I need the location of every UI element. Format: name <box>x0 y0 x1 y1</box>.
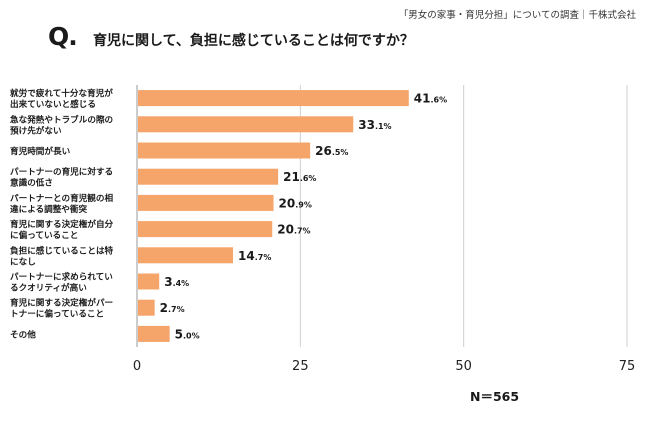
category-label-line: るクオリティが高い <box>10 282 87 294</box>
value-label: 26.5% <box>315 144 348 158</box>
bar <box>138 142 311 159</box>
bar <box>138 116 354 133</box>
value-label: 14.7% <box>238 249 271 263</box>
value-label-integer: 20 <box>277 223 294 237</box>
value-label-decimal: .4% <box>173 279 190 288</box>
category-label-line: パートナーとの育児観の相 <box>10 192 113 204</box>
value-label-decimal: .6% <box>430 96 447 105</box>
category-label-line: になし <box>10 256 36 267</box>
category-label: 急な発熱やトラブルの際の預け先がない <box>10 113 113 136</box>
category-label: パートナーに求められているクオリティが高い <box>10 271 113 294</box>
bar <box>138 299 155 316</box>
category-label-line: 育児時間が長い <box>10 145 71 157</box>
category-label: 育児時間が長い <box>10 145 71 157</box>
category-label-line: パートナーに求められてい <box>10 271 113 283</box>
bar <box>138 325 170 342</box>
category-label: 育児に関する決定権が自分に偏っていること <box>10 218 114 241</box>
category-label-line: 急な発熱やトラブルの際の <box>10 113 113 125</box>
category-label: 就労で疲れて十分な育児が出来ていないと感じる <box>10 87 113 110</box>
value-label-decimal: .1% <box>375 122 392 131</box>
value-label-decimal: .7% <box>168 305 185 314</box>
value-label: 21.6% <box>283 170 316 184</box>
bar <box>138 273 160 290</box>
category-label-line: 負担に感じていることは特 <box>10 244 114 256</box>
category-label-line: 就労で疲れて十分な育児が <box>10 87 113 99</box>
value-label-integer: 21 <box>283 170 300 184</box>
value-label-decimal: .7% <box>255 253 272 262</box>
value-label: 2.7% <box>160 301 185 315</box>
value-label-integer: 26 <box>315 144 332 158</box>
value-label-decimal: .7% <box>294 227 311 236</box>
category-label: パートナーの育児に対する意識の低さ <box>10 166 113 189</box>
value-label-integer: 33 <box>358 118 375 132</box>
x-tick-label: 50 <box>455 359 472 374</box>
category-label: その他 <box>10 328 36 340</box>
value-label-integer: 20 <box>279 196 296 210</box>
category-label-line: 違による調整や衝突 <box>10 203 87 215</box>
category-label: パートナーとの育児観の相違による調整や衝突 <box>10 192 113 215</box>
value-label: 33.1% <box>358 118 391 132</box>
value-label-integer: 14 <box>238 249 255 263</box>
category-label-line: 預け先がない <box>10 124 62 136</box>
value-label-decimal: .5% <box>332 148 349 157</box>
category-label-line: パートナーの育児に対する <box>10 166 113 178</box>
x-tick-label: 75 <box>619 359 636 374</box>
value-label-decimal: .9% <box>295 200 312 209</box>
value-label: 20.9% <box>279 196 312 210</box>
bar <box>138 168 279 185</box>
value-label: 3.4% <box>164 275 189 289</box>
category-label-line: その他 <box>10 328 36 340</box>
value-label: 41.6% <box>414 92 447 106</box>
category-label-line: 育児に関する決定権が自分 <box>10 218 114 230</box>
source-note: 「男女の家事・育児分担」についての調査｜千株式会社 <box>398 10 636 21</box>
category-label-line: トナーに偏っていること <box>10 308 104 320</box>
category-label: 育児に関する決定権がパートナーに偏っていること <box>10 297 113 320</box>
category-label-line: に偏っていること <box>10 229 78 241</box>
value-label: 20.7% <box>277 223 310 237</box>
bar <box>138 221 273 238</box>
category-label-line: 育児に関する決定権がパー <box>10 297 113 309</box>
question-mark-label: Q. <box>48 22 78 51</box>
sample-size: N＝565 <box>470 389 520 404</box>
x-tick-label: 25 <box>292 359 309 374</box>
value-label-decimal: .0% <box>183 331 200 340</box>
bar <box>138 90 409 107</box>
value-label-integer: 41 <box>414 92 431 106</box>
value-label-integer: 5 <box>175 327 183 341</box>
bar <box>138 247 234 264</box>
x-tick-label: 0 <box>133 359 141 374</box>
category-label: 負担に感じていることは特になし <box>10 244 114 267</box>
value-label: 5.0% <box>175 327 200 341</box>
value-label-integer: 3 <box>164 275 172 289</box>
value-label-decimal: .6% <box>300 174 317 183</box>
category-label-line: 意識の低さ <box>10 177 53 189</box>
question-title: 育児に関して、負担に感じていることは何ですか？ <box>93 33 414 49</box>
category-label-line: 出来ていないと感じる <box>10 98 96 110</box>
bar <box>138 194 274 211</box>
value-label-integer: 2 <box>160 301 168 315</box>
